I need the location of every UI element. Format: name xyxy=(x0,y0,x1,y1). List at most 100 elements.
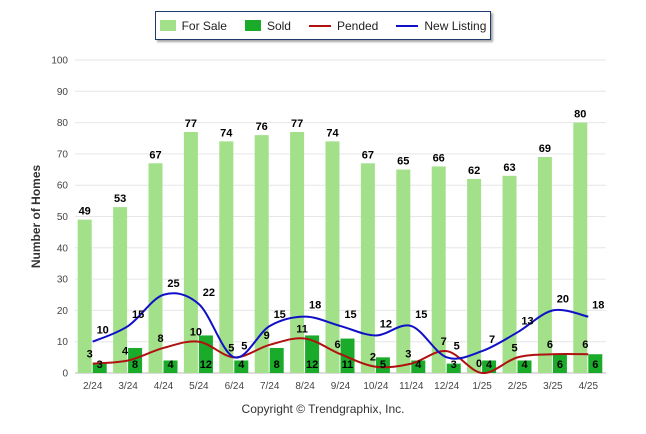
legend-item-pended[interactable]: Pended xyxy=(308,18,379,33)
x-tick-label: 11/24 xyxy=(399,381,424,392)
new-listing-line xyxy=(92,292,589,360)
x-tick-label: 6/24 xyxy=(225,381,245,392)
pended-value-label: 10 xyxy=(190,327,202,339)
pended-value-label: 11 xyxy=(296,324,308,336)
x-tick-label: 4/24 xyxy=(154,381,174,392)
sold-value-label: 4 xyxy=(415,359,422,371)
sold-value-label: 3 xyxy=(97,359,103,371)
x-tick-label: 2/25 xyxy=(508,381,528,392)
sold-value-label: 3 xyxy=(451,359,457,371)
new-listing-line-swatch xyxy=(396,24,419,27)
bar-sold xyxy=(517,360,532,373)
sold-value-label: 5 xyxy=(380,359,386,371)
bar-for-sale xyxy=(573,122,588,373)
for-sale-value-label: 69 xyxy=(539,143,551,155)
sold-value-label: 6 xyxy=(592,359,598,371)
legend-label-for-sale: For Sale xyxy=(181,18,227,33)
new-listing-value-label: 5 xyxy=(454,340,460,352)
x-tick-label: 12/24 xyxy=(434,381,459,392)
new-listing-value-label: 18 xyxy=(592,300,604,312)
new-listing-value-label: 15 xyxy=(274,309,286,321)
x-tick-label: 8/24 xyxy=(295,381,315,392)
for-sale-value-label: 67 xyxy=(149,149,161,161)
for-sale-value-label: 49 xyxy=(79,206,91,218)
pended-value-label: 8 xyxy=(157,333,163,345)
pended-line xyxy=(92,337,589,375)
x-tick-label: 2/24 xyxy=(83,381,103,392)
new-listing-value-label: 20 xyxy=(557,293,569,305)
for-sale-value-label: 65 xyxy=(397,156,409,168)
bar-for-sale xyxy=(325,141,340,373)
new-listing-value-label: 15 xyxy=(132,309,144,321)
bar-sold xyxy=(340,338,355,373)
pended-value-label: 6 xyxy=(334,339,340,351)
x-tick-label: 7/24 xyxy=(260,381,280,392)
sold-value-label: 12 xyxy=(306,359,318,371)
bar-sold xyxy=(552,354,567,373)
new-listing-value-label: 10 xyxy=(97,325,109,337)
y-tick-label: 10 xyxy=(57,337,69,348)
pended-value-label: 4 xyxy=(122,345,129,357)
bar-for-sale xyxy=(183,131,198,373)
bar-for-sale xyxy=(396,169,411,373)
legend-label-pended: Pended xyxy=(336,18,379,33)
for-sale-value-label: 80 xyxy=(574,109,586,121)
bar-sold xyxy=(234,360,249,373)
sold-value-label: 11 xyxy=(342,359,354,371)
y-tick-label: 40 xyxy=(57,243,69,254)
for-sale-swatch xyxy=(159,20,176,31)
new-listing-value-label: 22 xyxy=(203,287,215,299)
legend-item-sold[interactable]: Sold xyxy=(244,19,291,33)
pended-value-label: 0 xyxy=(476,358,482,370)
bar-sold xyxy=(305,335,320,373)
copyright-text: Copyright © Trendgraphix, Inc. xyxy=(241,402,405,416)
new-listing-value-label: 15 xyxy=(344,309,356,321)
legend-item-new-listing[interactable]: New Listing xyxy=(396,19,486,33)
legend-label-new-listing: New Listing xyxy=(424,18,487,33)
bar-sold xyxy=(588,354,603,373)
new-listing-value-label: 25 xyxy=(167,278,179,290)
legend-item-for-sale[interactable]: For Sale xyxy=(159,18,227,33)
sold-value-label: 8 xyxy=(274,359,280,371)
x-tick-label: 4/25 xyxy=(579,381,599,392)
y-tick-label: 70 xyxy=(57,149,69,160)
pended-value-label: 9 xyxy=(264,330,270,342)
y-tick-label: 60 xyxy=(57,181,69,192)
new-listing-value-label: 12 xyxy=(380,318,392,330)
new-listing-value-label: 18 xyxy=(309,300,321,312)
x-tick-label: 3/25 xyxy=(543,381,563,392)
for-sale-value-label: 62 xyxy=(468,165,480,177)
bar-for-sale xyxy=(219,141,234,373)
sold-value-label: 6 xyxy=(557,359,563,371)
y-tick-label: 80 xyxy=(57,118,69,129)
y-tick-label: 30 xyxy=(57,275,69,286)
bar-for-sale xyxy=(254,135,269,373)
y-tick-label: 90 xyxy=(57,87,69,98)
x-tick-label: 5/24 xyxy=(189,381,209,392)
bar-for-sale xyxy=(77,219,92,373)
bar-sold xyxy=(163,360,178,373)
for-sale-value-label: 77 xyxy=(291,118,303,130)
sold-value-label: 4 xyxy=(486,359,493,371)
x-tick-label: 3/24 xyxy=(118,381,138,392)
pended-value-label: 3 xyxy=(405,349,411,361)
new-listing-value-label: 13 xyxy=(521,315,533,327)
new-listing-value-label: 5 xyxy=(241,340,247,352)
bar-sold xyxy=(446,363,461,373)
bar-sold xyxy=(92,363,107,373)
sold-value-label: 12 xyxy=(200,359,212,371)
y-tick-label: 0 xyxy=(62,369,68,380)
sold-value-label: 4 xyxy=(238,359,245,371)
bar-for-sale xyxy=(537,157,552,373)
bar-sold xyxy=(269,347,284,373)
pended-value-label: 6 xyxy=(547,339,553,351)
new-listing-value-label: 7 xyxy=(489,334,495,346)
for-sale-value-label: 63 xyxy=(503,162,515,174)
sold-swatch xyxy=(244,20,261,31)
x-tick-label: 1/25 xyxy=(472,381,492,392)
bar-sold xyxy=(128,347,143,373)
bar-sold xyxy=(411,360,426,373)
pended-line-swatch xyxy=(308,24,331,27)
